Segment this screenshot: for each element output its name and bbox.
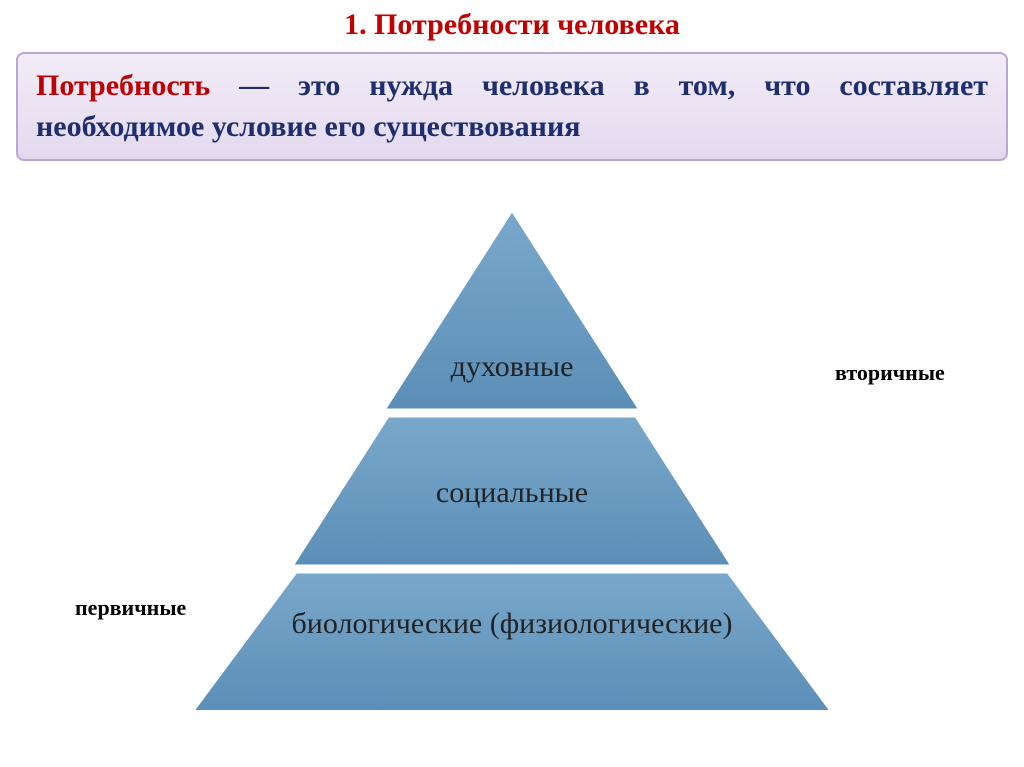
pyramid: духовные социальные биологические (физио… xyxy=(192,210,832,710)
pyramid-level-bottom: биологические (физиологические) xyxy=(192,607,832,712)
label-primary: первичные xyxy=(75,595,186,621)
pyramid-level-bottom-label: биологические (физиологические) xyxy=(292,607,733,642)
page-title: 1. Потребности человека xyxy=(0,0,1024,52)
pyramid-area: духовные социальные биологические (физио… xyxy=(0,210,1024,767)
definition-box: Потребность — это нужда человека в том, … xyxy=(16,52,1008,161)
pyramid-level-top: духовные xyxy=(192,350,832,410)
definition-term: Потребность xyxy=(36,69,210,102)
label-secondary: вторичные xyxy=(835,360,945,386)
pyramid-level-top-label: духовные xyxy=(451,350,574,385)
pyramid-level-middle: социальные xyxy=(192,476,832,566)
pyramid-level-middle-label: социальные xyxy=(436,476,588,511)
